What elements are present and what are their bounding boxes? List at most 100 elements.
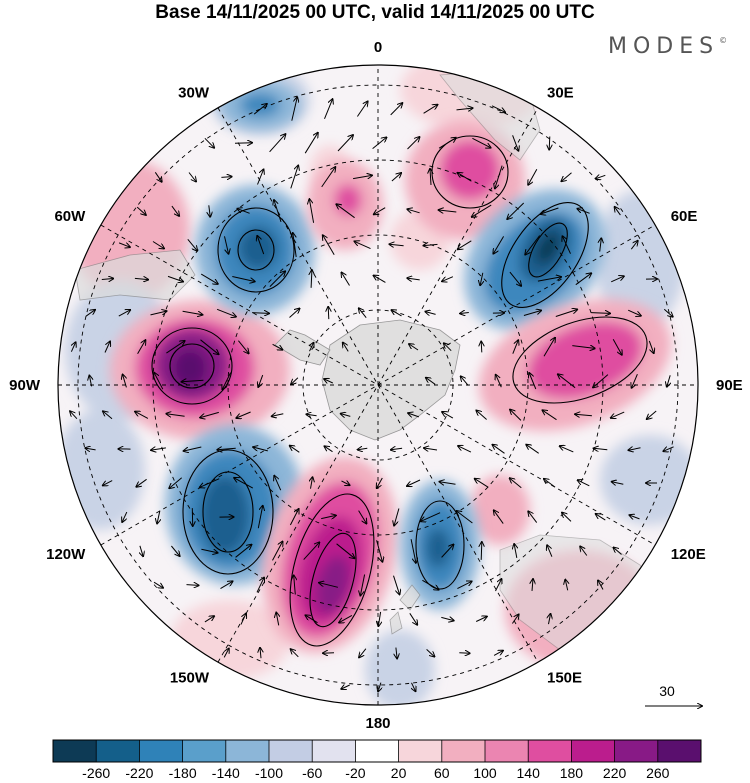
wind-vector — [289, 509, 298, 526]
wind-vector — [200, 273, 218, 284]
wind-vector — [610, 276, 624, 283]
wind-vector — [240, 614, 246, 625]
longitude-label: 0 — [374, 39, 382, 56]
colorbar-tick-label: -20 — [345, 765, 365, 781]
wind-vector — [355, 241, 371, 250]
wind-vector — [293, 233, 297, 257]
wind-vector — [394, 508, 400, 526]
wind-vector — [615, 207, 621, 216]
anomaly-blob — [240, 93, 280, 117]
wind-vector — [476, 411, 487, 420]
longitude-label: 150W — [170, 670, 210, 687]
contour-line — [289, 493, 375, 647]
colorbar-tick-label: -220 — [125, 765, 153, 781]
wind-vector — [391, 173, 401, 182]
wind-vector — [152, 241, 164, 249]
wind-vector — [235, 545, 252, 558]
wind-vector — [512, 340, 518, 354]
wind-vector — [222, 372, 232, 390]
wind-vector — [493, 651, 503, 656]
colorbar-tick-label: 260 — [646, 765, 670, 781]
wind-vector — [481, 342, 482, 353]
wind-vector — [544, 479, 556, 488]
wind-vector — [304, 133, 318, 154]
wind-vector — [612, 482, 624, 485]
wind-vector — [475, 479, 489, 488]
wind-vector — [169, 477, 183, 488]
wind-vector — [217, 448, 236, 450]
wind-vector — [481, 542, 482, 560]
wind-vector — [512, 135, 519, 150]
colorbar-swatch — [182, 740, 227, 762]
wind-vector — [306, 615, 318, 624]
wind-vector — [458, 173, 472, 182]
wind-vector — [555, 310, 577, 317]
wind-vector — [188, 172, 196, 182]
meridian-line — [217, 107, 539, 663]
wind-vector — [359, 648, 367, 658]
wind-vector — [103, 411, 113, 420]
wind-vector — [560, 446, 574, 453]
wind-vector — [393, 575, 400, 595]
wind-vector — [291, 649, 299, 658]
colorbar-swatch — [53, 740, 97, 762]
wind-vector — [526, 445, 539, 454]
wind-vector — [457, 581, 471, 590]
anomaly-blob — [334, 184, 362, 216]
wind-vector — [647, 410, 657, 419]
wind-vector — [374, 276, 386, 283]
wind-vector — [523, 311, 541, 316]
anomaly-blob — [238, 226, 278, 270]
wind-vector — [409, 613, 417, 624]
wind-vector — [507, 202, 525, 219]
wind-vector — [310, 343, 314, 352]
wind-vector — [221, 177, 231, 178]
wind-vector — [630, 515, 640, 519]
anomaly-blob — [535, 231, 561, 265]
wind-vector — [311, 270, 312, 288]
wind-vector — [472, 137, 490, 147]
wind-vector — [154, 172, 161, 181]
wind-vector — [430, 169, 431, 186]
copyright-mark: © — [719, 36, 728, 45]
wind-vector — [396, 647, 397, 659]
wind-vector — [408, 413, 420, 417]
wind-vector — [390, 103, 403, 116]
wind-vector — [103, 480, 113, 486]
wind-vector — [611, 411, 625, 418]
wind-vector — [528, 511, 538, 523]
wind-vector — [549, 136, 550, 150]
wind-vector — [549, 614, 551, 625]
wind-vector — [153, 581, 163, 588]
wind-vector — [339, 614, 353, 622]
wind-vector — [491, 105, 505, 112]
contour-line — [431, 135, 509, 209]
wind-vector — [426, 649, 435, 656]
longitude-label: 90W — [9, 377, 41, 394]
wind-vector — [260, 648, 261, 659]
contour-lines — [151, 135, 648, 647]
colorbar-swatch — [225, 740, 270, 762]
colorbar-swatch — [139, 740, 184, 762]
wind-vector — [494, 510, 504, 524]
wind-vector — [342, 273, 350, 286]
wind-vector — [104, 342, 110, 353]
contour-line — [415, 500, 465, 590]
wind-vector — [290, 446, 300, 453]
wind-vector — [157, 510, 160, 524]
wind-vector — [591, 313, 610, 314]
wind-vector — [257, 506, 262, 529]
wind-vector — [358, 510, 367, 524]
colorbar-tick-label: 220 — [603, 765, 627, 781]
anomaly-blob — [365, 630, 435, 705]
longitude-label: 30W — [178, 84, 210, 101]
contour-line — [217, 207, 295, 293]
contour-line — [501, 201, 589, 309]
wind-vector — [118, 242, 130, 247]
wind-vector — [356, 102, 367, 117]
wind-vector — [341, 481, 350, 485]
wind-vector — [71, 342, 75, 352]
wind-vector — [441, 545, 454, 558]
wind-vector — [232, 276, 254, 282]
wind-vector — [667, 375, 670, 386]
